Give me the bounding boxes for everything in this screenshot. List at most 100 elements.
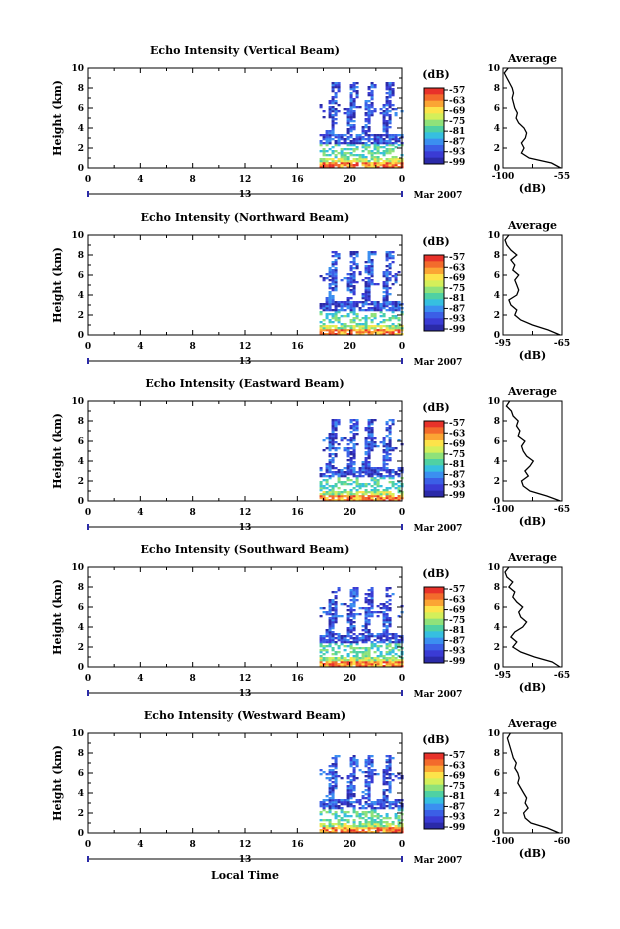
heatmap-cell [343, 483, 347, 486]
heatmap-cell [334, 261, 338, 264]
heatmap-cell [385, 331, 389, 334]
heatmap-cell [379, 473, 383, 476]
heatmap-cell [370, 94, 374, 97]
heatmap-cell [382, 783, 386, 786]
colorbar-tick-label: -63 [449, 429, 465, 439]
heatmap-cell [331, 106, 335, 109]
heatmap-cell [319, 303, 323, 306]
heatmap-cell [367, 769, 371, 772]
heatmap-cell [346, 821, 350, 824]
heatmap-cell [343, 437, 347, 440]
heatmap-cell [385, 251, 389, 254]
heatmap-cell [331, 641, 335, 644]
heatmap-cell [334, 827, 338, 830]
heatmap-cell [370, 269, 374, 272]
heatmap-cell [391, 84, 395, 87]
heatmap-cell [361, 823, 365, 826]
heatmap-cell [367, 497, 371, 500]
heatmap-cell [340, 657, 344, 660]
heatmap-cell [322, 158, 326, 161]
heatmap-cell [367, 433, 371, 436]
heatmap-cell [334, 315, 338, 318]
heatmap-cell [388, 142, 392, 145]
heatmap-cell [355, 591, 359, 594]
heatmap-cell [397, 665, 401, 668]
heatmap-cell [325, 811, 329, 814]
heatmap-cell [385, 130, 389, 133]
heatmap-cell [367, 823, 371, 826]
heatmap-cell [349, 489, 353, 492]
heatmap-cell [367, 273, 371, 276]
heatmap-cell [328, 613, 332, 616]
heatmap-cell [361, 132, 365, 135]
heatmap-cell [361, 499, 365, 502]
heatmap-cell [340, 481, 344, 484]
x-tick-label: 8 [190, 508, 196, 518]
heatmap-cell [343, 491, 347, 494]
heatmap-cell [391, 309, 395, 312]
heatmap-cell [331, 639, 335, 642]
heatmap-cell [331, 765, 335, 768]
heatmap-cell [397, 639, 401, 642]
heatmap-cell [388, 829, 392, 832]
colorbar-tick-label: -99 [449, 491, 465, 501]
heatmap-cell [331, 601, 335, 604]
heatmap-cell [346, 641, 350, 644]
heatmap-cell [373, 635, 377, 638]
heatmap-cell [376, 445, 380, 448]
heatmap-cell [388, 445, 392, 448]
y-tick-label: 6 [78, 769, 84, 779]
heatmap-cell [346, 120, 350, 123]
heatmap-cell [346, 301, 350, 304]
heatmap-cell [364, 815, 368, 818]
heatmap-cell [319, 164, 323, 167]
heatmap-cell [349, 805, 353, 808]
heatmap-cell [391, 641, 395, 644]
heatmap-cell [385, 142, 389, 145]
heatmap-cell [382, 154, 386, 157]
heatmap-cell [355, 251, 359, 254]
heatmap-cell [349, 461, 353, 464]
heatmap-cell [376, 152, 380, 155]
heatmap-cell [334, 110, 338, 113]
heatmap-cell [361, 160, 365, 163]
heatmap-cell [370, 429, 374, 432]
heatmap-cell [394, 166, 398, 169]
heatmap-cell [370, 475, 374, 478]
heatmap-cell [346, 621, 350, 624]
heatmap-cell [331, 160, 335, 163]
heatmap-cell [328, 773, 332, 776]
heatmap-cell [334, 767, 338, 770]
heatmap-cell [373, 283, 377, 286]
heatmap-cell [340, 152, 344, 155]
heatmap-cell [349, 307, 353, 310]
heatmap-cell [364, 793, 368, 796]
heatmap-cell [391, 162, 395, 165]
heatmap-cell [352, 285, 356, 288]
heatmap-cell [352, 301, 356, 304]
heatmap-cell [376, 283, 380, 286]
heatmap-cell [355, 801, 359, 804]
heatmap-cell [385, 427, 389, 430]
colorbar-swatch [424, 286, 444, 294]
heatmap-cell [370, 114, 374, 117]
colorbar-tick-label: -57 [449, 751, 465, 761]
heatmap-cell [349, 301, 353, 304]
heatmap-cell [382, 303, 386, 306]
heatmap-cell [364, 301, 368, 304]
heatmap-cell [322, 659, 326, 662]
heatmap-cell [397, 309, 401, 312]
heatmap-cell [358, 495, 362, 498]
heatmap-cell [346, 307, 350, 310]
heatmap-cell [334, 311, 338, 314]
heatmap-cell [361, 665, 365, 668]
heatmap-cell [370, 645, 374, 648]
heatmap-cell [391, 94, 395, 97]
heatmap-cell [382, 112, 386, 115]
heatmap-cell [379, 325, 383, 328]
heatmap-cell [382, 617, 386, 620]
heatmap-cell [388, 449, 392, 452]
heatmap-cell [364, 655, 368, 658]
heatmap-cell [352, 627, 356, 630]
heatmap-cell [328, 599, 332, 602]
